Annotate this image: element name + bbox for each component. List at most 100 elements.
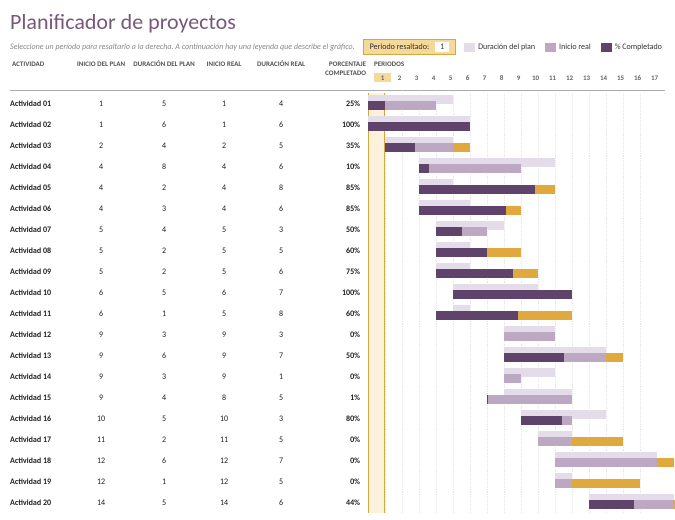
page-title: Planificador de proyectos	[10, 8, 665, 35]
legend: Duración del planInicio real% Completado	[464, 42, 662, 52]
actual-start: 1	[198, 99, 250, 109]
activity-name: Actividad 06	[10, 204, 72, 214]
actual-duration: 8	[250, 309, 312, 319]
activity-name: Actividad 10	[10, 288, 72, 298]
period-header-11[interactable]: 11	[544, 73, 561, 82]
actual-duration: 1	[250, 372, 312, 382]
plan-duration: 1	[130, 477, 198, 487]
actual-start: 14	[198, 498, 250, 508]
activity-name: Actividad 15	[10, 393, 72, 403]
plan-start: 4	[72, 162, 130, 172]
plan-duration: 2	[130, 435, 198, 445]
actual-start: 4	[198, 204, 250, 214]
plan-start: 4	[72, 204, 130, 214]
subtitle-text: Seleccione un período para resaltarlo a …	[10, 42, 355, 52]
period-header-12[interactable]: 12	[561, 73, 578, 82]
complete-bar	[385, 143, 415, 152]
plan-duration: 3	[130, 372, 198, 382]
pct-complete: 60%	[312, 309, 368, 319]
complete-bar	[453, 290, 572, 299]
actual-start: 9	[198, 372, 250, 382]
table-row: Actividad 1293930%	[10, 324, 665, 345]
col-periods: PERIODOS 1234567891011121314151617	[368, 59, 665, 84]
period-header-15[interactable]: 15	[612, 73, 629, 82]
actual-bar	[487, 395, 572, 404]
period-header-5[interactable]: 5	[442, 73, 459, 82]
activity-name: Actividad 14	[10, 372, 72, 382]
complete-bar	[504, 353, 564, 362]
pct-complete: 0%	[312, 435, 368, 445]
plan-duration: 2	[130, 246, 198, 256]
highlight-period-box[interactable]: Periodo resaltado: 1	[363, 39, 456, 55]
table-row: Actividad 1493910%	[10, 366, 665, 387]
period-header-13[interactable]: 13	[578, 73, 595, 82]
period-header-14[interactable]: 14	[595, 73, 612, 82]
actual-duration: 5	[250, 246, 312, 256]
actual-start: 12	[198, 456, 250, 466]
period-header-9[interactable]: 9	[510, 73, 527, 82]
actual-start: 5	[198, 246, 250, 256]
actual-start: 11	[198, 435, 250, 445]
actual-duration: 7	[250, 288, 312, 298]
pct-complete: 75%	[312, 267, 368, 277]
gantt-cell	[368, 303, 665, 324]
pct-complete: 100%	[312, 288, 368, 298]
actual-start: 4	[198, 162, 250, 172]
activity-name: Actividad 08	[10, 246, 72, 256]
plan-start: 9	[72, 393, 130, 403]
col-activity: ACTIVIDAD	[10, 59, 72, 84]
plan-duration: 5	[130, 414, 198, 424]
table-row: Actividad 11615860%	[10, 303, 665, 324]
plan-duration: 5	[130, 288, 198, 298]
complete-bar	[436, 269, 513, 278]
plan-duration: 2	[130, 267, 198, 277]
pct-complete: 35%	[312, 141, 368, 151]
gantt-cell	[368, 471, 665, 492]
period-header-4[interactable]: 4	[425, 73, 442, 82]
complete-bar	[589, 500, 634, 509]
activity-name: Actividad 07	[10, 225, 72, 235]
complete-bar	[419, 185, 535, 194]
legend-item: Duración del plan	[464, 42, 535, 52]
legend-label: % Completado	[615, 42, 662, 52]
period-header-1[interactable]: 1	[374, 73, 391, 82]
table-row: Actividad 13969750%	[10, 345, 665, 366]
plan-start: 12	[72, 477, 130, 487]
beyond-bar	[453, 143, 470, 152]
plan-start: 11	[72, 435, 130, 445]
period-header-10[interactable]: 10	[527, 73, 544, 82]
activity-name: Actividad 20	[10, 498, 72, 508]
plan-start: 9	[72, 330, 130, 340]
complete-bar	[436, 311, 518, 320]
actual-start: 4	[198, 183, 250, 193]
period-header-2[interactable]: 2	[391, 73, 408, 82]
period-header-16[interactable]: 16	[629, 73, 646, 82]
actual-start: 6	[198, 288, 250, 298]
pct-complete: 44%	[312, 498, 368, 508]
table-row: Actividad 03242535%	[10, 135, 665, 156]
pct-complete: 50%	[312, 225, 368, 235]
pct-complete: 60%	[312, 246, 368, 256]
gantt-cell	[368, 177, 665, 198]
complete-bar	[436, 227, 462, 236]
table-row: Actividad 191211250%	[10, 471, 665, 492]
table-row: Actividad 05424885%	[10, 177, 665, 198]
highlight-value[interactable]: 1	[435, 42, 449, 52]
plan-duration: 5	[130, 99, 198, 109]
plan-duration: 6	[130, 351, 198, 361]
actual-start: 5	[198, 267, 250, 277]
plan-duration: 4	[130, 225, 198, 235]
plan-duration: 3	[130, 204, 198, 214]
period-header-3[interactable]: 3	[408, 73, 425, 82]
activity-name: Actividad 02	[10, 120, 72, 130]
period-header-7[interactable]: 7	[476, 73, 493, 82]
period-header-6[interactable]: 6	[459, 73, 476, 82]
actual-duration: 6	[250, 162, 312, 172]
activity-name: Actividad 05	[10, 183, 72, 193]
beyond-bar	[657, 458, 674, 467]
period-header-17[interactable]: 17	[646, 73, 663, 82]
plan-duration: 4	[130, 393, 198, 403]
period-header-8[interactable]: 8	[493, 73, 510, 82]
plan-duration: 5	[130, 498, 198, 508]
gantt-cell	[368, 135, 665, 156]
